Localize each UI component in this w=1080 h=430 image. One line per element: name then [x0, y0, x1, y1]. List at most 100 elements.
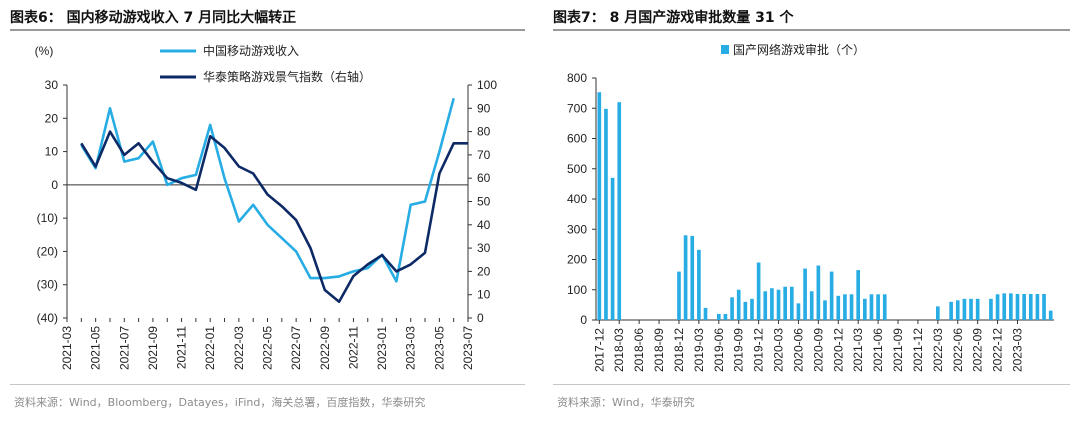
x-tick-label: 2022-03: [232, 326, 246, 370]
right-title-rule: [553, 29, 1070, 31]
bar: [949, 301, 953, 320]
bar: [617, 102, 622, 320]
right-y-tick-label: 10: [477, 288, 491, 302]
right-y-tick-label: 50: [477, 195, 491, 209]
left-y-tick-label: 10: [45, 145, 59, 159]
x-tick-label: 2019-06: [712, 328, 726, 372]
legend-label: 华泰策略游戏景气指数（右轴）: [203, 69, 371, 84]
x-tick-label: 2022-12: [991, 328, 1005, 372]
x-tick-label: 2018-12: [672, 328, 686, 372]
bar: [783, 286, 787, 320]
x-tick-label: 2020-12: [831, 328, 845, 372]
x-tick-label: 2022-03: [931, 328, 945, 372]
bar: [683, 235, 688, 320]
series-line-mobile-game-revenue: [80, 97, 455, 283]
bar: [736, 289, 741, 320]
x-tick-label: 2021-09: [146, 326, 160, 370]
left-footer-rule: [10, 384, 525, 385]
left-y-axis-unit: (%): [35, 44, 54, 58]
left-source-note: 资料来源：Wind，Bloomberg，Datayes，iFind，海关总署，百…: [14, 396, 426, 409]
x-tick-label: 2023-07: [461, 326, 475, 370]
x-tick-label: 2020-06: [791, 328, 805, 372]
x-tick-label: 2022-11: [346, 326, 360, 369]
bar: [962, 298, 967, 320]
right-y-tick-label: 70: [477, 148, 491, 162]
bar: [597, 92, 602, 320]
bar: [843, 294, 847, 320]
bar: [690, 235, 695, 320]
legend-label: 中国移动游戏收入: [203, 43, 299, 58]
bar: [816, 265, 821, 320]
y-tick-label: 400: [567, 192, 587, 206]
left-y-tick-label: 20: [45, 111, 59, 125]
bar: [697, 249, 701, 320]
x-tick-label: 2023-01: [375, 326, 389, 370]
x-tick-label: 2021-09: [891, 328, 905, 372]
bar: [763, 291, 768, 320]
x-tick-label: 2020-09: [811, 328, 825, 372]
bar: [836, 295, 841, 320]
right-source-note: 资料来源：Wind，华泰研究: [557, 396, 695, 409]
right-y-tick-label: 80: [477, 125, 491, 139]
bar: [677, 271, 681, 320]
x-tick-label: 2022-09: [318, 326, 332, 370]
bar: [803, 268, 807, 320]
x-tick-label: 2021-03: [60, 326, 74, 370]
series-line-game-sentiment-index: [80, 130, 468, 303]
bar: [770, 288, 774, 320]
bar: [703, 307, 708, 320]
right-footer-rule: [553, 384, 1070, 385]
x-tick-label: 2021-03: [851, 328, 865, 372]
bar: [849, 294, 854, 320]
x-tick-label: 2018-06: [632, 328, 646, 372]
bar: [743, 301, 748, 320]
bar: [955, 300, 960, 320]
bar: [863, 298, 867, 320]
y-tick-label: 500: [567, 162, 587, 176]
bar: [1002, 293, 1007, 320]
left-line-chart: (%)3020100(10)(20)(30)(40)10090807060504…: [35, 43, 498, 370]
x-tick-label: 2019-12: [752, 328, 766, 372]
bar: [730, 297, 734, 320]
right-y-tick-label: 0: [477, 311, 484, 325]
bar: [823, 300, 827, 320]
x-tick-label: 2022-05: [261, 326, 275, 370]
bar: [789, 286, 794, 320]
bar: [750, 298, 754, 320]
right-y-tick-label: 90: [477, 101, 491, 115]
bar: [989, 298, 993, 320]
x-tick-label: 2017-12: [592, 328, 606, 372]
right-y-tick-label: 100: [477, 78, 497, 92]
right-y-tick-label: 30: [477, 241, 491, 255]
bar: [1022, 293, 1026, 320]
x-tick-label: 2021-06: [871, 328, 885, 372]
x-tick-label: 2022-01: [203, 326, 217, 370]
right-chart-panel: 图表7： 8 月国产游戏审批数量 31 个 国产网络游戏审批（个） 800 700 6…: [543, 0, 1080, 430]
bar: [1028, 293, 1033, 320]
bar: [610, 177, 615, 320]
x-tick-label: 2019-03: [692, 328, 706, 372]
y-tick-label: 200: [567, 253, 587, 267]
x-tick-label: 2023-03: [404, 326, 418, 370]
x-tick-label: 2023-03: [1010, 328, 1024, 372]
y-tick-label: 600: [567, 132, 587, 146]
left-y-tick-label: (40): [37, 311, 58, 325]
bar: [1009, 293, 1013, 320]
right-y-tick-label: 60: [477, 171, 491, 185]
x-tick-label: 2022-09: [971, 328, 985, 372]
bar: [969, 298, 973, 320]
bar: [723, 313, 728, 320]
left-y-tick-label: (20): [37, 244, 58, 258]
bar: [876, 294, 880, 320]
legend-label: 国产网络游戏审批（个）: [733, 42, 865, 57]
bar: [756, 262, 761, 320]
left-title-rule: [10, 29, 525, 31]
legend-swatch: [721, 45, 729, 54]
left-y-tick-label: (30): [37, 278, 58, 292]
bar: [1048, 310, 1053, 320]
bar: [1035, 293, 1040, 320]
y-tick-label: 100: [567, 283, 587, 297]
bar: [1042, 293, 1046, 320]
y-tick-label: 300: [567, 222, 587, 236]
x-tick-label: 2018-03: [612, 328, 626, 372]
